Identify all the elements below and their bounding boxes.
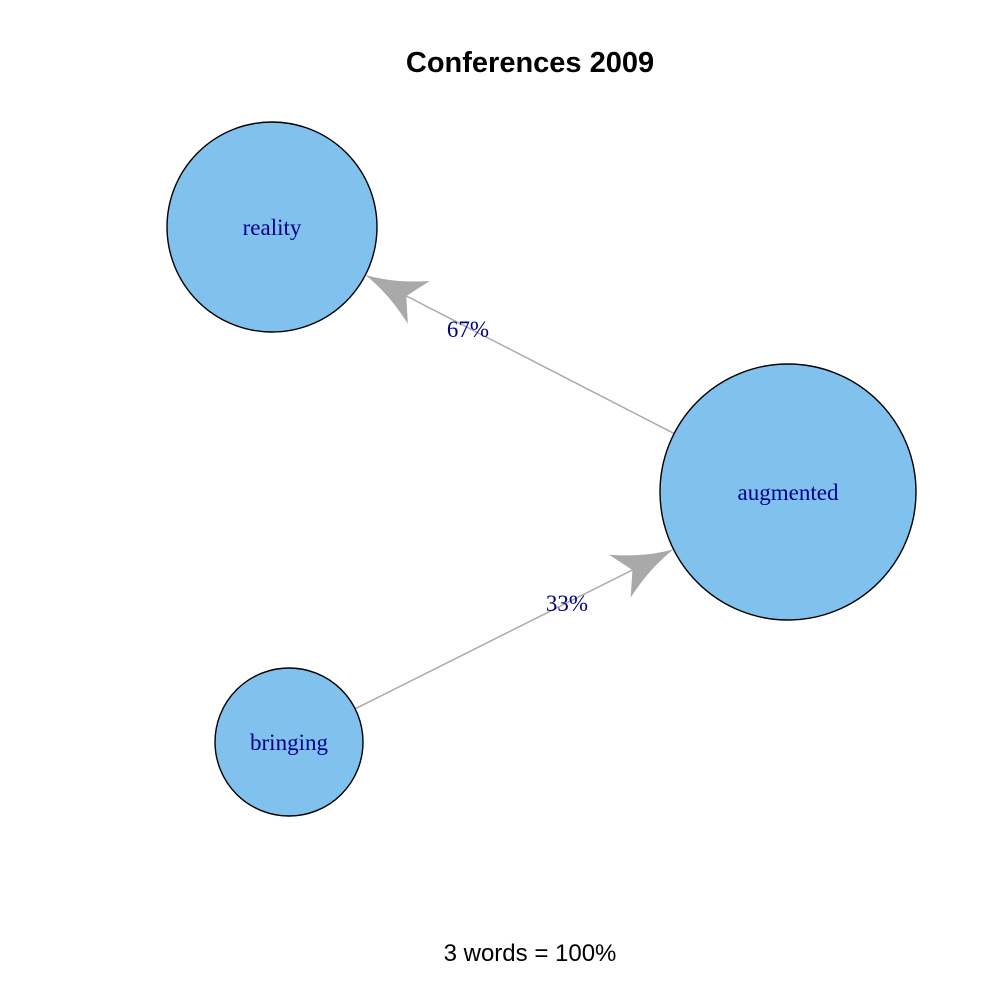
node-label-bringing: bringing xyxy=(250,730,328,755)
node-bringing: bringing xyxy=(214,667,364,817)
node-circle-augmented xyxy=(659,363,917,621)
edge-arrowhead-bringing-to-augmented xyxy=(609,549,674,598)
edge-line-bringing-to-augmented xyxy=(354,566,639,710)
node-label-augmented: augmented xyxy=(738,480,839,505)
diagram-title: Conferences 2009 xyxy=(406,47,654,79)
diagram-caption: 3 words = 100% xyxy=(444,940,617,967)
nodes-layer: reality augmented bringing xyxy=(166,121,917,817)
edge-label-bringing-to-augmented: 33% xyxy=(546,591,588,616)
edge-line-augmented-to-reality xyxy=(400,292,675,435)
edges-layer xyxy=(354,274,675,710)
edge-arrowhead-augmented-to-reality xyxy=(365,274,430,324)
node-augmented: augmented xyxy=(659,363,917,621)
node-circle-reality xyxy=(166,121,378,333)
node-reality: reality xyxy=(166,121,378,333)
node-label-reality: reality xyxy=(243,215,302,240)
node-circle-bringing xyxy=(214,667,364,817)
edge-labels-layer: 67% 33% xyxy=(447,317,588,616)
edge-label-augmented-to-reality: 67% xyxy=(447,317,489,342)
